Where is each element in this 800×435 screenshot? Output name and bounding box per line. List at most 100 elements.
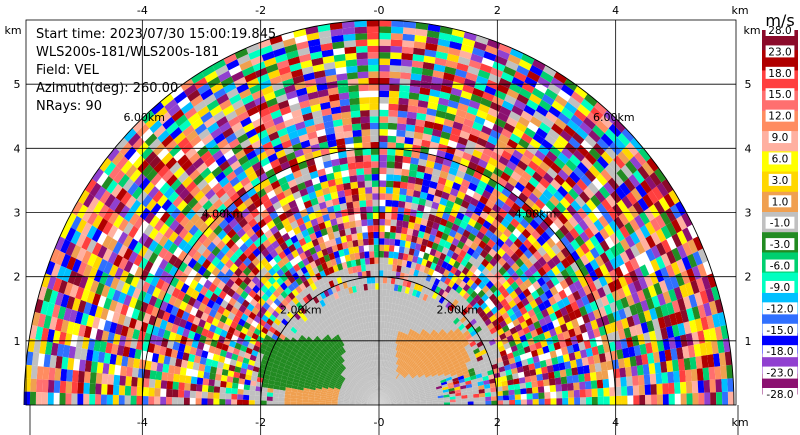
velocity-gate — [241, 160, 252, 171]
velocity-gate — [587, 355, 595, 365]
velocity-gate — [377, 392, 379, 399]
velocity-gate — [274, 245, 284, 255]
velocity-gate — [582, 364, 590, 374]
velocity-gate — [564, 192, 575, 205]
velocity-gate — [706, 315, 715, 329]
velocity-gate — [542, 262, 552, 273]
velocity-gate — [390, 349, 394, 356]
velocity-gate — [357, 71, 369, 79]
velocity-gate — [365, 376, 369, 383]
velocity-gate — [240, 138, 252, 150]
velocity-gate — [389, 58, 402, 66]
velocity-gate — [416, 334, 422, 342]
velocity-gate — [374, 270, 379, 277]
velocity-gate — [360, 343, 365, 351]
velocity-gate — [619, 182, 631, 196]
velocity-gate — [523, 149, 535, 161]
velocity-gate — [461, 243, 470, 253]
velocity-gate — [344, 46, 357, 54]
velocity-gate — [434, 286, 442, 294]
velocity-gate — [168, 364, 176, 374]
velocity-gate — [518, 176, 529, 187]
velocity-gate — [382, 394, 386, 400]
velocity-gate — [434, 342, 441, 350]
velocity-gate — [575, 358, 583, 368]
velocity-gate — [353, 246, 360, 254]
velocity-gate — [533, 260, 543, 271]
velocity-gate — [428, 95, 440, 104]
velocity-gate — [450, 87, 463, 97]
velocity-gate — [366, 20, 379, 27]
velocity-gate — [697, 304, 707, 319]
velocity-gate — [508, 339, 517, 348]
velocity-gate — [505, 247, 515, 258]
velocity-gate — [662, 338, 671, 351]
velocity-gate — [191, 117, 204, 130]
velocity-gate — [431, 128, 442, 138]
velocity-gate — [489, 257, 498, 267]
velocity-gate — [400, 266, 407, 274]
velocity-gate — [406, 376, 412, 382]
velocity-gate — [294, 175, 305, 185]
velocity-gate — [564, 231, 575, 243]
velocity-gate — [266, 97, 278, 108]
velocity-gate — [335, 138, 346, 146]
velocity-gate — [266, 244, 275, 254]
velocity-gate — [384, 388, 389, 395]
velocity-gate — [419, 191, 428, 200]
velocity-gate — [362, 232, 369, 240]
velocity-gate — [441, 232, 449, 241]
velocity-gate — [371, 373, 375, 381]
velocity-gate — [308, 191, 317, 200]
velocity-gate — [420, 314, 427, 322]
velocity-gate — [444, 240, 452, 250]
velocity-gate — [634, 214, 645, 229]
velocity-gate — [472, 149, 483, 159]
velocity-gate — [583, 116, 596, 130]
velocity-gate — [443, 397, 450, 401]
velocity-gate — [594, 231, 605, 244]
velocity-gate — [296, 41, 309, 51]
velocity-gate — [361, 371, 366, 378]
velocity-gate — [601, 198, 613, 212]
velocity-gate — [549, 286, 559, 296]
velocity-gate — [357, 331, 362, 338]
velocity-gate — [395, 232, 402, 240]
velocity-gate — [527, 308, 536, 318]
velocity-gate — [695, 277, 706, 292]
velocity-gate — [580, 174, 592, 187]
velocity-gate — [556, 398, 563, 405]
velocity-gate — [573, 109, 587, 122]
velocity-gate — [604, 164, 617, 178]
velocity-gate — [534, 149, 546, 161]
velocity-gate — [384, 367, 387, 374]
velocity-gate — [424, 332, 430, 340]
velocity-gate — [527, 323, 536, 332]
velocity-gate — [467, 394, 474, 399]
velocity-gate — [510, 344, 518, 353]
velocity-gate — [470, 374, 477, 381]
velocity-gate — [446, 249, 454, 258]
velocity-gate — [376, 334, 379, 341]
velocity-gate — [598, 186, 611, 199]
velocity-gate — [318, 95, 330, 104]
velocity-gate — [541, 139, 553, 151]
velocity-gate — [505, 285, 515, 295]
velocity-gate — [623, 178, 636, 192]
velocity-gate — [477, 180, 488, 190]
velocity-gate — [345, 314, 351, 322]
velocity-gate — [379, 372, 382, 380]
velocity-gate — [412, 374, 419, 380]
velocity-gate — [382, 289, 387, 297]
velocity-gate — [461, 266, 470, 276]
velocity-gate — [397, 344, 402, 352]
velocity-gate — [403, 326, 408, 334]
velocity-gate — [416, 382, 423, 387]
velocity-gate — [501, 202, 512, 213]
velocity-gate — [422, 381, 429, 386]
velocity-gate — [225, 110, 238, 122]
velocity-gate — [350, 340, 355, 348]
velocity-gate — [660, 361, 668, 373]
velocity-gate — [308, 212, 317, 221]
velocity-gate — [348, 214, 356, 222]
